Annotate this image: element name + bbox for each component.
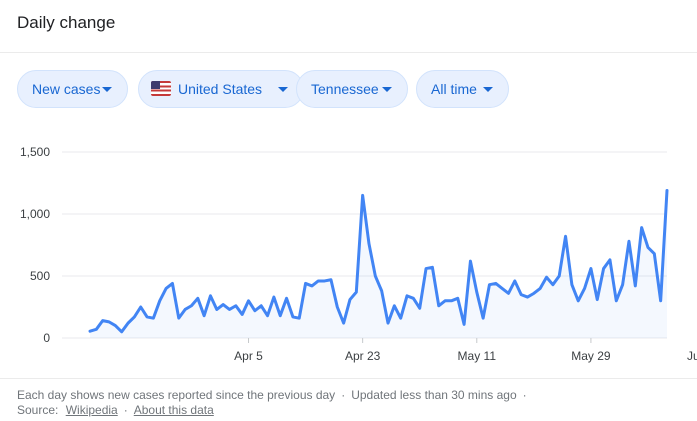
- chevron-down-icon: [102, 87, 112, 92]
- x-tick-label: May 11: [458, 349, 497, 363]
- y-tick-label: 0: [43, 331, 50, 345]
- footer-note-line: Each day shows new cases reported since …: [17, 388, 527, 402]
- y-tick-label: 1,500: [20, 145, 50, 159]
- time-range-dropdown-label: All time: [431, 81, 477, 97]
- chevron-down-icon: [382, 87, 392, 92]
- x-tick-label: Apr 23: [345, 349, 381, 363]
- footer-source-label: Source:: [17, 403, 59, 417]
- us-flag-icon: [151, 81, 171, 96]
- page-title: Daily change: [17, 13, 116, 32]
- footer-note: Each day shows new cases reported since …: [17, 388, 336, 402]
- time-range-dropdown[interactable]: All time: [416, 70, 509, 108]
- y-tick-label: 1,000: [20, 207, 50, 221]
- header-divider: [0, 52, 697, 53]
- chevron-down-icon: [483, 87, 493, 92]
- metric-dropdown[interactable]: New cases: [17, 70, 128, 108]
- chevron-down-icon: [278, 87, 288, 92]
- country-dropdown-label: United States: [178, 81, 263, 97]
- y-tick-label: 500: [30, 269, 50, 283]
- footer-updated: Updated less than 30 mins ago: [351, 388, 517, 402]
- source-link[interactable]: Wikipedia: [65, 403, 118, 417]
- daily-cases-chart[interactable]: 1,500 1,000 500 0 Apr 5 Apr 23 May 11 May 29 Jun…: [0, 130, 697, 370]
- series-line: [88, 188, 669, 334]
- series-area: [90, 190, 667, 338]
- metric-dropdown-label: New cases: [32, 81, 101, 97]
- footer-divider: [0, 378, 697, 379]
- region-dropdown[interactable]: Tennessee: [296, 70, 408, 108]
- x-tick-label: May 29: [571, 349, 611, 363]
- x-tick-label: Apr 5: [234, 349, 263, 363]
- x-tick-label: Jun 16: [687, 349, 697, 363]
- region-dropdown-label: Tennessee: [311, 81, 379, 97]
- about-data-link[interactable]: About this data: [133, 403, 214, 417]
- footer-source-line: Source: Wikipedia · About this data: [17, 403, 214, 417]
- country-dropdown[interactable]: United States: [138, 70, 304, 108]
